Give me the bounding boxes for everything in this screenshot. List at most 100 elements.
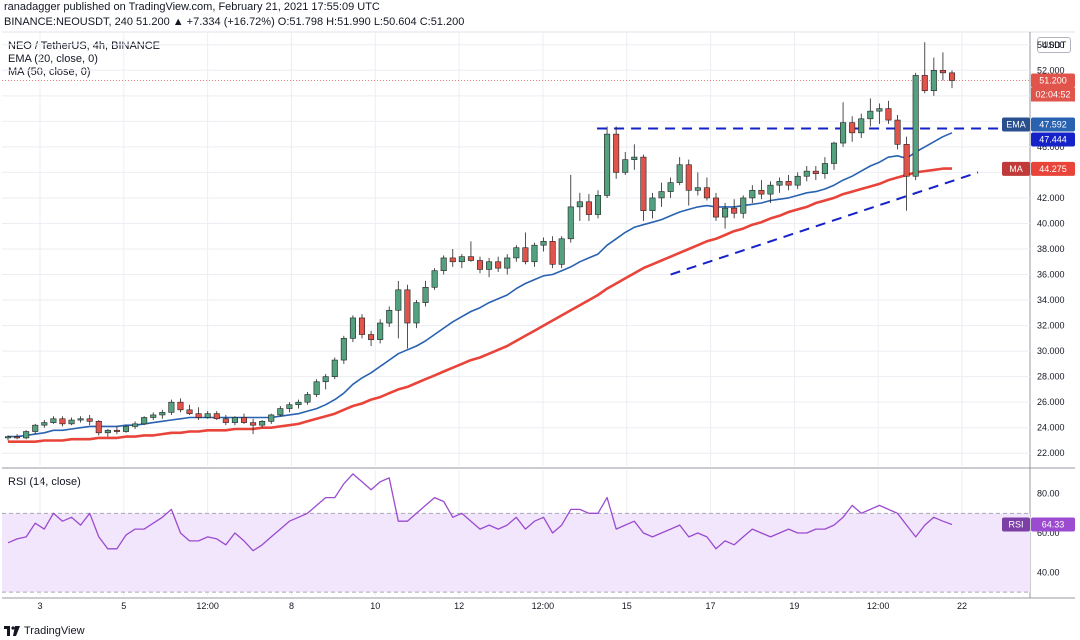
price-tick-label: 54.000 [1037, 40, 1065, 50]
candle-up [322, 376, 329, 383]
ma-tag-bg [1002, 161, 1030, 176]
price-tick-label: 36.000 [1037, 270, 1065, 280]
candle-down [812, 170, 819, 174]
candle-up [32, 424, 39, 432]
candle-down [731, 207, 738, 214]
candle-down [95, 421, 102, 434]
candle-down [585, 201, 592, 215]
footer: TradingView [4, 622, 85, 640]
time-tick-label: 10 [370, 601, 380, 611]
ema-20-line [8, 132, 953, 438]
candle-down [849, 122, 856, 134]
candle-up [567, 206, 574, 240]
candle-up [386, 309, 393, 324]
candle-up [431, 270, 438, 288]
candle-up [604, 133, 611, 196]
candle-down [785, 181, 792, 186]
candle-up [840, 122, 847, 144]
price-tick-label: 22.000 [1037, 448, 1065, 458]
candle-up [531, 244, 538, 263]
candle-up [68, 419, 75, 425]
candle-up [286, 404, 293, 409]
rsi-tick-label: 60.00 [1037, 528, 1060, 538]
candle-up [540, 241, 547, 246]
candle-up [4, 436, 12, 439]
candle-up [204, 413, 211, 418]
candle-down [685, 164, 692, 191]
candle-up [277, 408, 284, 416]
price-tick-label: 42.000 [1037, 193, 1065, 203]
candle-up [930, 69, 937, 92]
time-tick-label: 12:00 [196, 601, 219, 611]
rsi-value: 64.33 [1042, 519, 1065, 529]
ema-value: 47.592 [1039, 120, 1067, 130]
candle-down [240, 417, 248, 423]
countdown-label: 02:04:52 [1035, 90, 1070, 100]
candle-down [549, 241, 556, 265]
price-tick-label: 46.000 [1037, 142, 1065, 152]
candle-up [259, 421, 266, 426]
candle-down [368, 334, 375, 340]
candle-up [776, 181, 783, 186]
ma-value-bg [1031, 161, 1075, 176]
candle-down [712, 197, 720, 218]
candle-down [613, 133, 620, 173]
candle-down [358, 317, 366, 335]
candle-down [758, 189, 765, 195]
countdown-bg [1031, 87, 1075, 102]
resistance-level-value: 47.444 [1039, 134, 1067, 144]
candle-down [59, 418, 66, 425]
price-tick-label: 34.000 [1037, 295, 1065, 305]
rsi-tag: RSI [1008, 519, 1023, 529]
ema-tag-bg [1002, 117, 1030, 132]
candle-up [150, 414, 157, 418]
candle-up [558, 238, 565, 265]
last-price-value-bg [1031, 73, 1075, 88]
candle-up [667, 182, 674, 192]
time-tick-label: 5 [121, 601, 126, 611]
resistance-level-value-bg [1031, 132, 1075, 147]
tradingview-logo-icon [4, 626, 20, 636]
price-tick-label: 26.000 [1037, 397, 1065, 407]
candle-up [722, 207, 729, 218]
candle-up [504, 257, 511, 269]
time-tick-label: 12:00 [867, 601, 890, 611]
candle-up [77, 418, 84, 421]
candle-up [340, 338, 347, 361]
price-tick-label: 28.000 [1037, 372, 1065, 382]
symbol-legend[interactable]: NEO / TetherUS, 4h, BINANCE [8, 40, 161, 52]
currency-badge[interactable]: USDT [1037, 37, 1071, 53]
ma-50-line [8, 167, 952, 444]
candle-up [767, 184, 774, 195]
time-tick-label: 12 [454, 601, 464, 611]
candle-up [458, 256, 465, 263]
candle-down [939, 69, 946, 74]
time-tick-label: 3 [37, 601, 42, 611]
candle-up [168, 401, 175, 413]
price-tick-label: 30.000 [1037, 346, 1065, 356]
candle-down [113, 429, 120, 432]
candle-up [649, 197, 656, 212]
candle-up [41, 422, 48, 426]
rsi-line [7, 473, 953, 552]
candle-up [331, 359, 338, 377]
candle-down [449, 257, 456, 263]
ma-legend[interactable]: MA (50, close, 0) [8, 66, 91, 78]
candle-up [876, 108, 883, 112]
candle-up [313, 381, 320, 395]
rsi-band [2, 513, 1030, 593]
rsi-legend[interactable]: RSI (14, close) [8, 476, 81, 488]
price-tick-label: 24.000 [1037, 423, 1065, 433]
chart-header: ranadagger published on TradingView.com,… [4, 0, 464, 30]
candle-up [821, 163, 828, 174]
candle-up [740, 197, 747, 214]
candle-up [658, 191, 665, 199]
ma-value: 44.275 [1039, 164, 1067, 174]
footer-brand: TradingView [24, 625, 85, 637]
candle-up [486, 261, 493, 270]
candle-up [794, 175, 801, 186]
candle-down [476, 260, 484, 270]
candle-down [948, 72, 956, 81]
ema-legend[interactable]: EMA (20, close, 0) [8, 53, 98, 65]
